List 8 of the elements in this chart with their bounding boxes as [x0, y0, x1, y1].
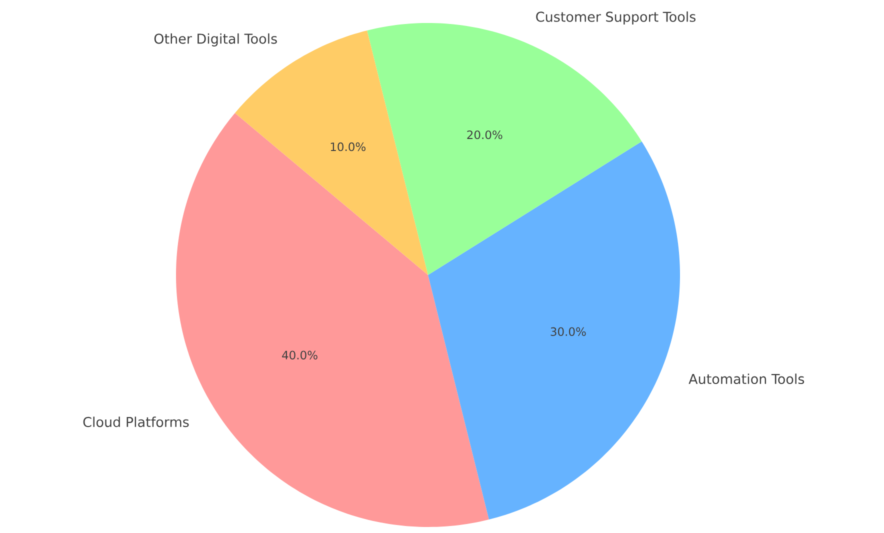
slice-label: Cloud Platforms [83, 416, 189, 428]
data-label: 10.0% [330, 142, 366, 152]
data-label: 40.0% [282, 350, 318, 360]
slice-label: Automation Tools [688, 374, 804, 384]
data-label: 20.0% [467, 130, 502, 140]
slice-label: Customer Support Tools [536, 11, 696, 25]
slice-label: Other Digital Tools [154, 33, 277, 46]
data-label: 30.0% [550, 327, 586, 336]
